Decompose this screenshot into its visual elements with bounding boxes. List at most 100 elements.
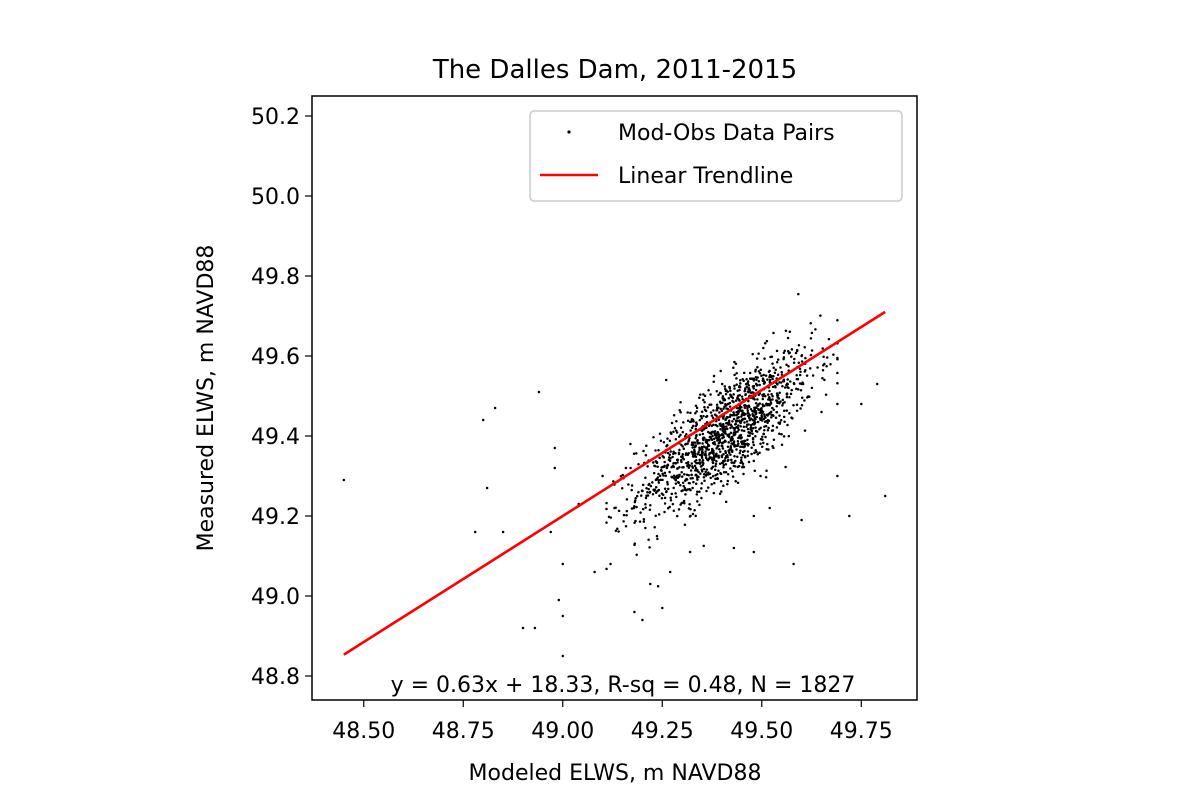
data-point [716, 439, 719, 442]
data-point [549, 530, 553, 534]
data-point [674, 429, 678, 432]
data-point [737, 398, 741, 402]
data-point [778, 414, 781, 417]
data-point [694, 482, 698, 486]
data-point [714, 464, 717, 468]
data-point [723, 428, 727, 431]
data-point [821, 347, 824, 350]
data-point [642, 518, 646, 521]
data-point [713, 432, 716, 435]
data-point [651, 461, 655, 464]
data-point [688, 502, 691, 506]
data-point [663, 510, 666, 514]
data-point [736, 426, 740, 430]
data-point [752, 384, 756, 388]
data-point [699, 414, 703, 418]
data-point [732, 432, 735, 436]
data-point [795, 387, 798, 391]
y-axis-ticks: 48.8 49.0 49.2 49.4 49.6 49.8 50.0 50.2 [251, 105, 312, 690]
data-point [734, 480, 737, 483]
data-point [669, 496, 672, 500]
data-point [788, 330, 792, 334]
data-point [720, 490, 723, 493]
data-point [714, 455, 718, 458]
data-point [739, 445, 742, 448]
data-point [795, 349, 799, 353]
data-point [713, 481, 716, 485]
data-point [593, 570, 596, 574]
data-point [740, 456, 743, 459]
x-axis-label: Modeled ELWS, m NAVD88 [469, 761, 762, 786]
data-point [680, 460, 683, 464]
data-point [692, 480, 695, 484]
data-point [616, 527, 619, 531]
data-point [803, 346, 806, 349]
data-point [797, 292, 800, 296]
data-point [762, 346, 765, 350]
data-point [776, 373, 780, 376]
trendline-layer [343, 310, 886, 656]
data-point [804, 356, 807, 360]
data-point [744, 382, 748, 386]
data-point [647, 538, 650, 541]
data-point [776, 358, 780, 361]
data-point [740, 418, 744, 422]
data-point [557, 598, 561, 602]
data-point [630, 484, 634, 487]
data-point [689, 477, 692, 480]
trendline [343, 310, 886, 656]
data-point [782, 351, 786, 354]
data-point [670, 475, 673, 479]
data-point [698, 490, 701, 493]
data-point [722, 463, 726, 467]
data-point [693, 449, 696, 453]
data-point [735, 410, 738, 414]
data-point [665, 445, 668, 448]
data-point [750, 427, 754, 430]
data-point [651, 492, 655, 496]
data-point [649, 504, 652, 507]
data-point [739, 449, 742, 452]
data-point [752, 421, 756, 424]
data-point [629, 466, 632, 470]
data-point [625, 514, 628, 517]
data-point [755, 357, 759, 360]
data-point [624, 524, 628, 528]
data-point [803, 399, 806, 402]
data-point [770, 393, 773, 396]
data-point [662, 456, 666, 459]
data-point [553, 446, 557, 450]
data-point [760, 374, 763, 378]
data-point [717, 435, 721, 438]
data-point [697, 451, 700, 454]
data-point [771, 377, 774, 381]
data-point [670, 492, 674, 496]
data-point [645, 494, 648, 497]
data-point [677, 508, 681, 511]
data-point [680, 470, 683, 474]
data-point [769, 399, 772, 402]
data-point [715, 447, 718, 450]
data-point [737, 411, 740, 414]
data-point [810, 349, 814, 352]
data-point [682, 501, 685, 504]
data-point [782, 435, 786, 438]
data-point [875, 382, 879, 386]
data-point [672, 430, 675, 434]
data-point [663, 496, 667, 500]
data-point [715, 459, 718, 463]
data-point [720, 461, 724, 465]
data-point [701, 459, 705, 462]
data-point [771, 429, 775, 432]
data-point [736, 394, 740, 398]
data-point [635, 452, 638, 455]
x-tick-label: 49.50 [730, 719, 793, 744]
data-point [710, 458, 714, 462]
data-point [698, 461, 702, 464]
data-point [683, 523, 687, 526]
data-point [683, 486, 687, 490]
data-point [795, 403, 799, 407]
data-point [704, 450, 707, 453]
data-point [766, 393, 770, 396]
data-point [689, 508, 692, 511]
